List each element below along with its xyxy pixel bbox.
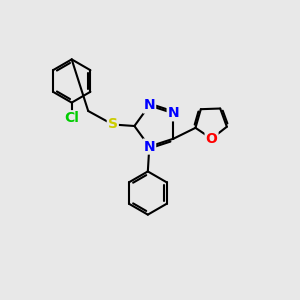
Text: O: O <box>206 132 218 146</box>
Text: N: N <box>143 98 155 112</box>
Text: Cl: Cl <box>64 111 79 125</box>
Text: S: S <box>108 118 118 131</box>
Text: N: N <box>143 140 155 154</box>
Text: N: N <box>168 106 179 120</box>
